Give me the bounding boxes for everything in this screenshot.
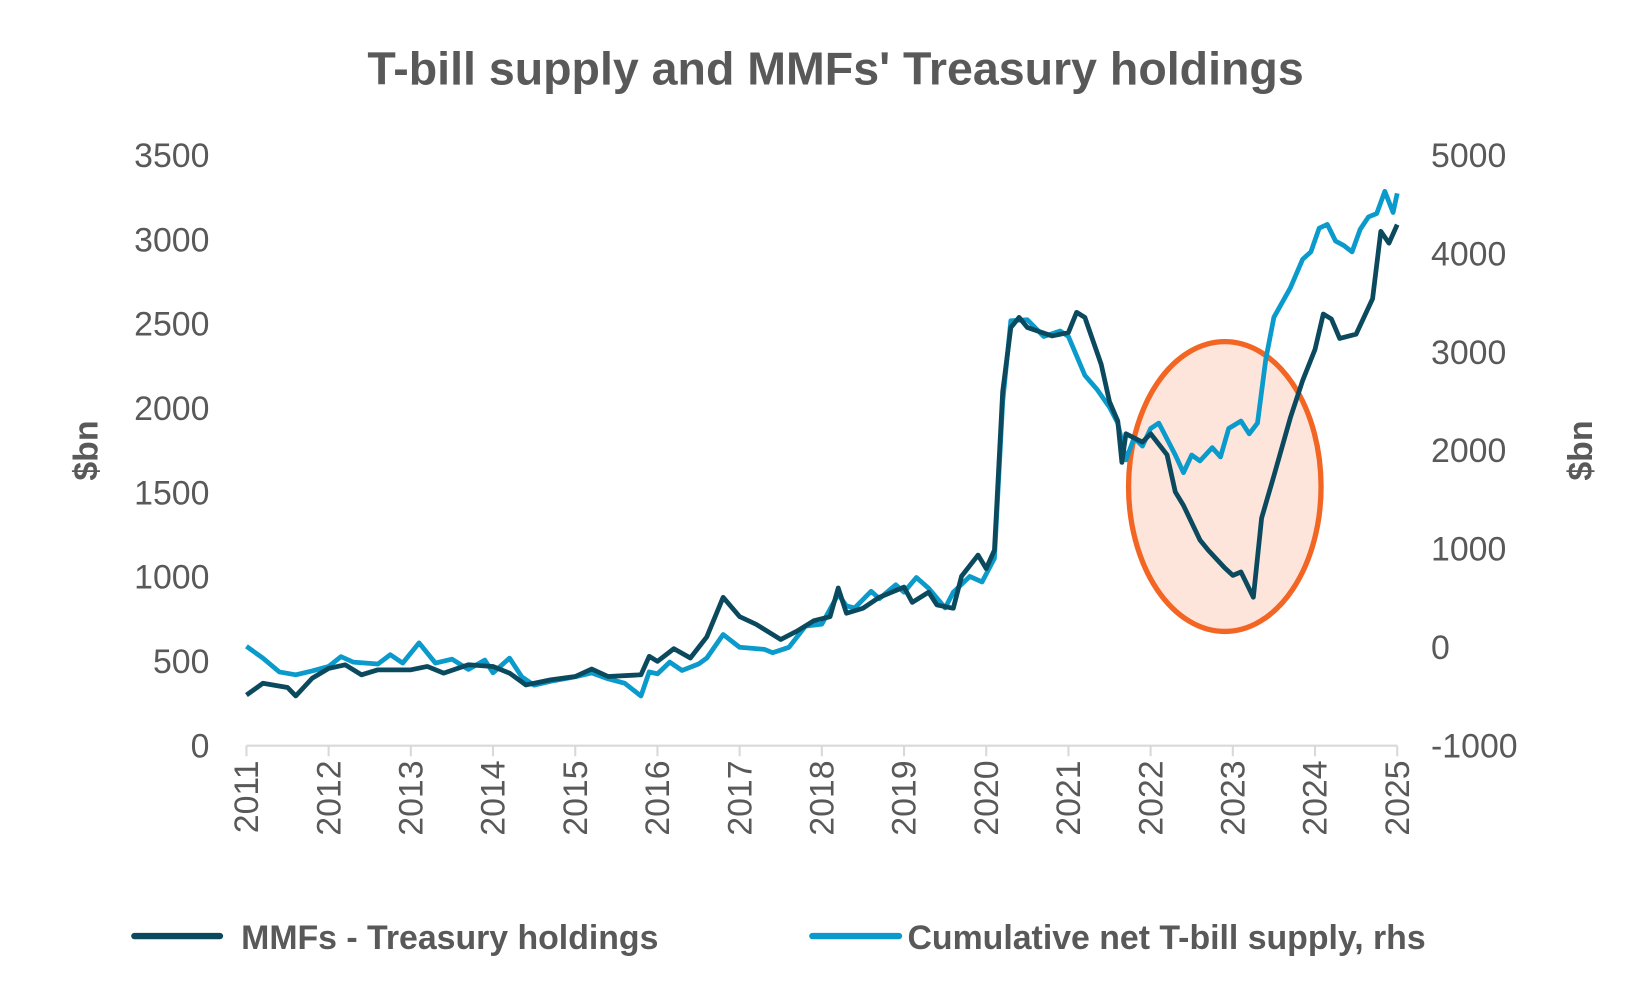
x-tick-label: 2021 [1050, 760, 1088, 835]
y-tick-label-left: 3000 [134, 221, 209, 259]
legend: MMFs - Treasury holdings Cumulative net … [131, 919, 1426, 957]
y-tick-label-left: 0 [191, 727, 210, 765]
series-lines [245, 188, 1400, 699]
y-tick-label-left: 500 [153, 643, 209, 681]
x-tick-label: 2015 [557, 760, 595, 835]
annotation-layer [1125, 338, 1324, 635]
y-tick-label-right: 4000 [1431, 235, 1506, 273]
series-line-mmf-treasury-holdings [245, 223, 1400, 699]
x-tick-label: 2012 [310, 760, 348, 835]
legend-label-mmf: MMFs - Treasury holdings [241, 919, 658, 957]
x-tick-label: 2024 [1297, 760, 1335, 835]
y-tick-label-left: 3500 [134, 137, 209, 175]
axes: 2011 2012 2013 2014 2015 2016 2017 2018 2019 2020… [134, 137, 1517, 836]
x-tick-label: 2022 [1132, 760, 1170, 835]
highlight-ellipse [1125, 338, 1324, 635]
y-tick-label-right: 5000 [1431, 137, 1506, 175]
x-tick-label: 2019 [886, 760, 924, 835]
y-tick-label-left: 1500 [134, 474, 209, 512]
x-tick-label: 2020 [968, 760, 1006, 835]
x-tick-label: 2017 [721, 760, 759, 835]
x-tick-label: 2011 [228, 760, 266, 833]
y-tick-label-left: 1000 [134, 559, 209, 597]
x-tick-label: 2014 [475, 760, 513, 835]
x-tick-label: 2013 [392, 760, 430, 835]
y-tick-label-right: 0 [1431, 629, 1450, 667]
chart-title: T-bill supply and MMFs' Treasury holding… [367, 43, 1303, 95]
y-tick-label-right: -1000 [1431, 727, 1518, 765]
y-tick-label-right: 2000 [1431, 432, 1506, 470]
y-axis-label-left: $bn [67, 420, 105, 480]
x-tick-label: 2023 [1214, 760, 1252, 835]
y-tick-label-right: 3000 [1431, 334, 1506, 372]
y-tick-label-right: 1000 [1431, 531, 1506, 569]
y-tick-label-left: 2000 [134, 390, 209, 428]
y-axis-label-right: $bn [1562, 420, 1600, 480]
y-tick-label-left: 2500 [134, 306, 209, 344]
legend-label-tbill: Cumulative net T-bill supply, rhs [908, 919, 1426, 957]
x-tick-label: 2025 [1379, 760, 1417, 835]
x-tick-label: 2016 [639, 760, 677, 835]
x-tick-label: 2018 [803, 760, 841, 835]
